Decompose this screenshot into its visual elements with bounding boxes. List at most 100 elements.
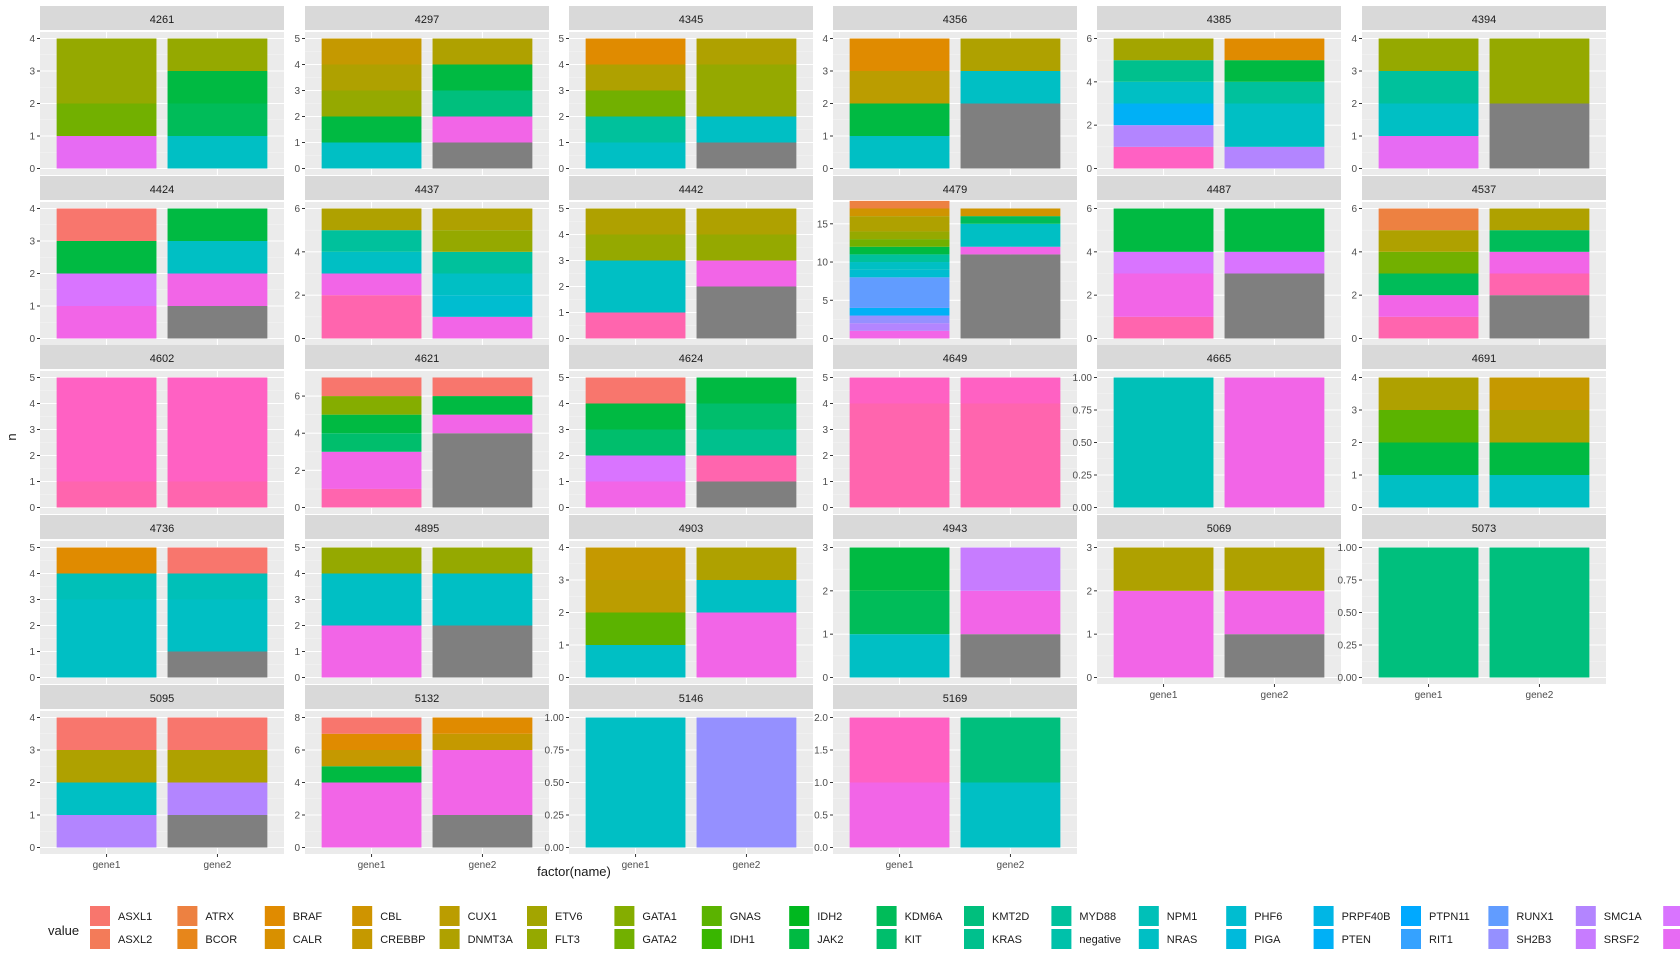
bar-segment-gene2-wt1: [167, 481, 268, 508]
legend-title: value: [48, 923, 79, 938]
y-tick-label: 1.00: [545, 713, 565, 724]
facet-panel-5095: 5095 0 1 2 3 4 gene1 gene2: [29, 685, 284, 871]
facet-strip: [305, 6, 549, 30]
bar-segment-gene2-sh2b3: [696, 717, 797, 848]
bar-segment-gene1-asxl1: [56, 717, 157, 750]
facet-strip-label: 5095: [150, 693, 174, 705]
legend-item-pten: PTEN: [1313, 929, 1371, 949]
legend-label: MYD88: [1079, 911, 1116, 923]
y-tick-label: 0.5: [814, 811, 828, 822]
legend-label: CREBBP: [380, 934, 425, 946]
facet-panel-4487: 4487 0 2 4 6: [1086, 176, 1341, 345]
facet-strip-label: 4943: [943, 523, 967, 535]
bar-segment-gene2-jak2: [1224, 208, 1325, 252]
bar-segment-gene1-nras: [321, 142, 422, 169]
legend-item-cux1: CUX1: [439, 906, 497, 926]
y-tick-label: 2: [1351, 291, 1357, 302]
y-tick-label: 6: [1086, 34, 1092, 45]
y-tick-label: 4: [558, 543, 564, 554]
bar-segment-gene2-tp53: [432, 316, 533, 339]
y-tick-label: 0.75: [1338, 576, 1358, 587]
bar-segment-gene2-nras: [960, 71, 1061, 104]
legend-key: [1051, 906, 1072, 926]
bar-segment-gene1-wt1: [321, 488, 422, 508]
bar-segment-gene1-jak2: [321, 116, 422, 143]
y-tick-label: 0: [1351, 164, 1357, 175]
y-tick-label: 6: [1086, 204, 1092, 215]
bar-segment-gene1-gata2: [585, 90, 686, 117]
facet-panel-5073: 5073 0.00 0.25 0.50 0.75 1.00 gene1 gene2: [1338, 515, 1606, 701]
bar-segment-gene2-na: [167, 306, 268, 339]
y-tick-label: 0.75: [1073, 406, 1093, 417]
legend-key: [789, 929, 810, 949]
legend-label: CALR: [293, 934, 322, 946]
legend-label: SH2B3: [1516, 934, 1551, 946]
y-tick-label: 0: [558, 503, 564, 514]
y-tick-label: 3: [29, 237, 35, 248]
bar-segment-gene1-tp53: [585, 481, 686, 508]
y-tick-label: 0.50: [1073, 438, 1093, 449]
y-tick-label: 4: [1351, 247, 1357, 258]
bar-segment-gene1-nras: [1378, 475, 1479, 508]
y-tick-label: 4: [29, 399, 35, 410]
legend-label: GATA2: [642, 934, 676, 946]
bar-segment-gene1-asxl1: [56, 208, 157, 241]
y-tick-label: 0: [558, 673, 564, 684]
facet-panel-4602: 4602 0 1 2 3 4 5: [29, 345, 284, 514]
bar-segment-gene1-flt3: [585, 234, 686, 261]
facet-strip: [40, 685, 284, 709]
legend-key: [90, 906, 110, 926]
bar-segment-gene1-dnmt3a: [1378, 377, 1479, 410]
y-tick-label: 0: [294, 503, 300, 514]
bar-segment-gene1-wt1: [321, 295, 422, 339]
y-tick-label: 15: [817, 219, 829, 230]
bar-segment-gene1-kit: [321, 433, 422, 452]
facet-strip: [569, 685, 813, 709]
facet-strip: [40, 6, 284, 30]
facet-strip-label: 5069: [1207, 523, 1231, 535]
legend-item-stag2: STAG2: [1663, 906, 1680, 926]
bar-segment-gene2-na: [432, 815, 533, 848]
y-tick-label: 1: [1351, 132, 1357, 143]
y-tick-label: 4: [29, 34, 35, 45]
bar-segment-gene2-dnmt3a: [696, 547, 797, 580]
bar-segment-gene1-cux1: [849, 71, 950, 104]
legend-label: IDH2: [817, 911, 842, 923]
legend-label: SMC1A: [1604, 911, 1643, 923]
y-tick-label: 2.0: [814, 713, 828, 724]
y-tick-label: 0.00: [1338, 673, 1358, 684]
facet-strip: [40, 176, 284, 200]
x-tick-label: gene1: [622, 860, 650, 871]
legend-key: [527, 906, 547, 926]
bar-segment-gene1-gata2: [56, 103, 157, 136]
y-tick-label: 5: [29, 543, 35, 554]
y-tick-label: 0: [294, 164, 300, 175]
legend-label: PHF6: [1254, 911, 1282, 923]
bar-segment-gene2-tp53: [960, 246, 1061, 255]
x-tick-label: gene2: [1526, 690, 1554, 701]
legend-item-piga: PIGA: [1226, 929, 1281, 949]
legend-label: CUX1: [468, 911, 497, 923]
legend-item-kit: KIT: [876, 929, 922, 949]
bar-segment-gene1-nras: [1113, 81, 1214, 104]
y-tick-label: 3: [822, 543, 828, 554]
facet-strip: [1362, 345, 1606, 369]
legend-label: PTPN11: [1429, 911, 1470, 923]
bar-segment-gene1-jak2: [849, 547, 950, 591]
legend-key: [964, 929, 984, 949]
y-tick-label: 2: [294, 466, 300, 477]
y-tick-label: 2: [1086, 291, 1092, 302]
legend-label: ATRX: [205, 911, 234, 923]
bar-segment-gene2-na: [167, 815, 268, 848]
legend-key: [614, 929, 635, 949]
legend-key: [1401, 906, 1421, 926]
bar-segment-gene1-jak2: [585, 403, 686, 430]
bar-segment-gene1-npm1: [56, 573, 157, 600]
bar-segment-gene2-phf6: [432, 295, 533, 317]
bar-segment-gene1-stag2: [56, 273, 157, 306]
legend-item-calr: CALR: [264, 929, 322, 949]
y-tick-label: 0: [29, 164, 35, 175]
bar-segment-gene1-asxl1: [321, 377, 422, 397]
facet-strip-label: 5073: [1472, 523, 1496, 535]
